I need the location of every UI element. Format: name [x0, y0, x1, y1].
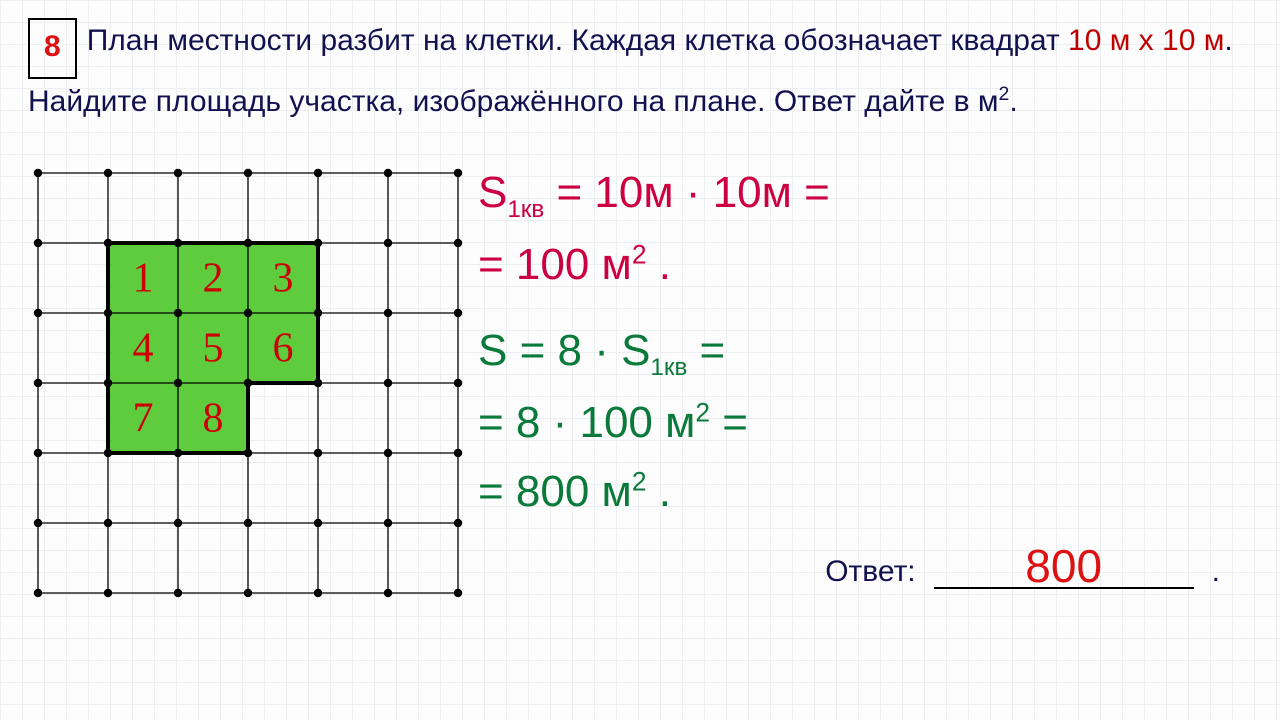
answer-row: Ответ: 800 .	[825, 533, 1220, 589]
w5: = 800 м	[478, 467, 632, 516]
statement-exponent: 2	[999, 83, 1010, 105]
statement-part1: План местности разбит на клетки. Каждая …	[87, 24, 1068, 57]
w4e: 2	[695, 397, 710, 427]
svg-text:1: 1	[133, 256, 154, 302]
w3a: S = 8 · S	[478, 326, 650, 375]
svg-text:8: 8	[203, 396, 224, 442]
statement-dimensions: 10 м х 10 м	[1068, 24, 1224, 57]
w1b: = 10м · 10м =	[544, 168, 830, 217]
svg-text:3: 3	[273, 256, 294, 302]
w3asub: 1кв	[650, 353, 687, 380]
svg-text:4: 4	[133, 326, 154, 372]
w5end: .	[647, 467, 671, 516]
work-line-2: = 100 м2 .	[478, 233, 1252, 297]
worked-solution: S1кв = 10м · 10м = = 100 м2 . S = 8 · S1…	[468, 153, 1252, 530]
answer-trailing: .	[1212, 555, 1220, 589]
problem-statement: 8 План местности разбит на клетки. Кажда…	[28, 18, 1252, 125]
w2end: .	[647, 240, 671, 289]
w2: = 100 м	[478, 240, 632, 289]
answer-label: Ответ:	[825, 555, 915, 589]
grid-figure: 1 2 3 4 5 6 7 8	[28, 153, 468, 613]
svg-text:7: 7	[133, 396, 154, 442]
w1a: S	[478, 168, 507, 217]
answer-value: 800	[1025, 540, 1102, 592]
svg-text:5: 5	[203, 326, 224, 372]
work-line-1: S1кв = 10м · 10м =	[478, 161, 1252, 227]
problem-number-box: 8	[28, 18, 77, 79]
svg-text:6: 6	[273, 326, 294, 372]
w4end: =	[710, 398, 748, 447]
work-line-4: = 8 · 100 м2 =	[478, 391, 1252, 455]
answer-blank: 800	[934, 533, 1194, 589]
work-line-5: = 800 м2 .	[478, 460, 1252, 524]
statement-end: .	[1009, 85, 1017, 118]
w2e: 2	[632, 239, 647, 269]
work-line-3: S = 8 · S1кв =	[478, 319, 1252, 385]
svg-text:2: 2	[203, 256, 224, 302]
w4: = 8 · 100 м	[478, 398, 695, 447]
w1asub: 1кв	[507, 196, 544, 223]
page-content: 8 План местности разбит на клетки. Кажда…	[0, 0, 1280, 613]
problem-number: 8	[44, 30, 61, 63]
w3b: =	[687, 326, 725, 375]
w5e: 2	[632, 467, 647, 497]
grid-svg: 1 2 3 4 5 6 7 8	[28, 153, 468, 613]
